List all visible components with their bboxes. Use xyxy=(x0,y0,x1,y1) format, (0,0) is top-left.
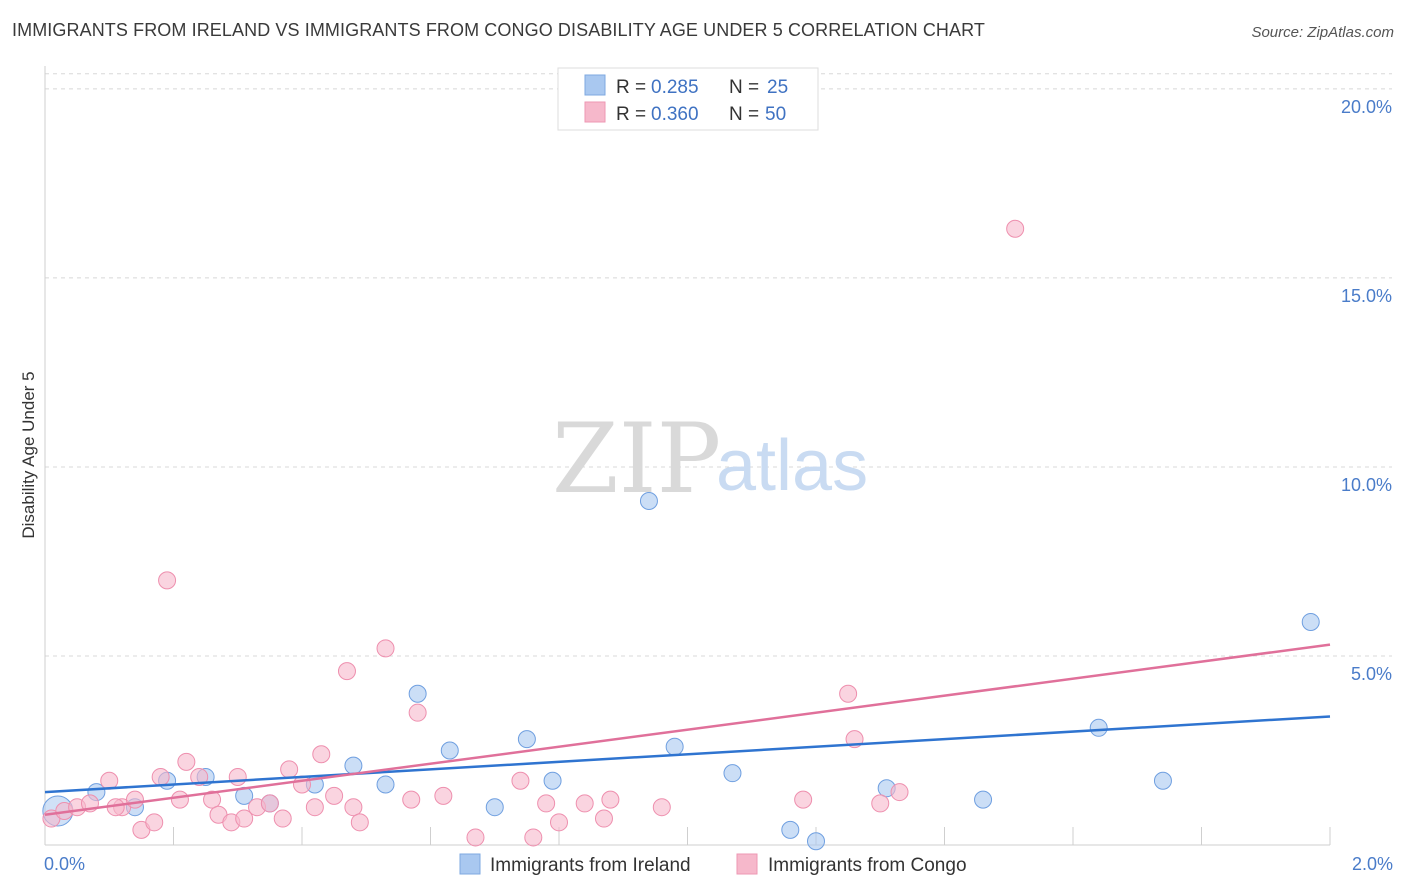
watermark-atlas: atlas xyxy=(716,426,868,506)
legend-r-value-congo: 0.360 xyxy=(651,104,699,125)
point-ireland xyxy=(807,832,825,851)
point-congo xyxy=(537,794,556,813)
watermark-zip: ZIP xyxy=(552,403,721,515)
y-tick-label: 10.0% xyxy=(1341,475,1392,495)
point-congo xyxy=(203,790,222,809)
legend-n-value-ireland: 25 xyxy=(767,77,788,98)
point-congo xyxy=(434,786,453,805)
point-ireland xyxy=(665,737,684,756)
x-tick-label: 0.0% xyxy=(44,854,85,874)
point-congo xyxy=(125,790,144,809)
point-ireland xyxy=(1089,718,1108,737)
point-congo xyxy=(511,771,530,790)
point-congo xyxy=(402,790,421,809)
point-ireland xyxy=(974,790,993,809)
point-ireland xyxy=(723,764,742,783)
legend-swatch-ireland xyxy=(584,74,606,96)
point-congo xyxy=(325,786,344,805)
point-congo xyxy=(228,767,247,786)
point-congo xyxy=(170,790,189,809)
y-tick-labels: 5.0% 10.0% 15.0% 20.0% xyxy=(1341,97,1392,684)
x-tick-labels: 0.0% 2.0% xyxy=(44,854,1393,874)
y-tick-label: 15.0% xyxy=(1341,286,1392,306)
point-congo xyxy=(273,809,292,828)
x-tick-label: 2.0% xyxy=(1352,854,1393,874)
bottom-legend-swatch-congo xyxy=(736,853,758,875)
point-congo xyxy=(594,809,613,828)
bottom-legend-swatch-ireland xyxy=(459,853,481,875)
y-tick-label: 5.0% xyxy=(1351,664,1392,684)
point-congo xyxy=(151,767,170,786)
trend-line-congo xyxy=(44,643,1331,816)
point-congo xyxy=(100,771,119,790)
point-congo xyxy=(524,828,543,847)
point-congo xyxy=(280,760,299,779)
point-congo xyxy=(350,813,369,832)
point-ireland xyxy=(440,741,459,760)
bottom-legend: Immigrants from Ireland Immigrants from … xyxy=(459,853,967,876)
point-congo xyxy=(408,703,427,722)
point-congo xyxy=(839,684,858,703)
watermark: ZIP atlas xyxy=(552,403,868,515)
point-congo xyxy=(145,813,164,832)
legend-n-label-ireland: N = xyxy=(729,77,759,98)
axes xyxy=(44,66,1331,846)
point-congo xyxy=(1006,219,1025,238)
point-ireland xyxy=(639,491,658,510)
point-congo xyxy=(190,767,209,786)
legend: R = 0.285 N = 25 R = 0.360 N = 50 xyxy=(557,67,819,131)
point-congo xyxy=(871,794,890,813)
point-congo xyxy=(652,798,671,817)
source-label: Source: ZipAtlas.com xyxy=(1251,24,1394,41)
point-ireland xyxy=(1301,612,1320,631)
point-ireland xyxy=(781,820,800,839)
bottom-legend-label-ireland: Immigrants from Ireland xyxy=(490,855,691,876)
point-congo xyxy=(601,790,620,809)
grid-lines xyxy=(45,73,1392,657)
point-ireland xyxy=(408,684,427,703)
point-ireland xyxy=(1153,771,1172,790)
y-axis-label: Disability Age Under 5 xyxy=(19,371,38,538)
point-congo xyxy=(158,571,177,590)
bottom-legend-label-congo: Immigrants from Congo xyxy=(768,855,967,876)
legend-r-label-congo: R = xyxy=(616,104,646,125)
point-congo xyxy=(466,828,485,847)
point-ireland xyxy=(376,775,395,794)
trend-lines xyxy=(44,643,1331,816)
point-congo xyxy=(550,813,568,832)
chart-title: IMMIGRANTS FROM IRELAND VS IMMIGRANTS FR… xyxy=(12,20,986,40)
point-congo xyxy=(376,639,395,658)
point-congo xyxy=(177,752,196,771)
point-congo xyxy=(344,798,363,817)
legend-r-value-ireland: 0.285 xyxy=(651,77,699,98)
point-ireland xyxy=(543,771,562,790)
point-ireland xyxy=(485,798,504,817)
point-congo xyxy=(260,794,279,813)
point-congo xyxy=(337,662,356,681)
point-congo xyxy=(575,794,594,813)
point-congo xyxy=(890,783,909,802)
legend-n-value-congo: 50 xyxy=(765,104,786,125)
trend-line-ireland xyxy=(44,715,1331,794)
point-congo xyxy=(235,809,254,828)
y-tick-label: 20.0% xyxy=(1341,97,1392,117)
point-ireland xyxy=(517,730,536,749)
point-congo xyxy=(312,745,331,764)
point-congo xyxy=(305,798,324,817)
legend-swatch-congo xyxy=(584,101,606,123)
legend-r-label-ireland: R = xyxy=(616,77,646,98)
legend-n-label-congo: N = xyxy=(729,104,759,125)
point-ireland xyxy=(344,756,363,775)
point-congo xyxy=(293,775,311,794)
point-congo xyxy=(794,790,813,809)
